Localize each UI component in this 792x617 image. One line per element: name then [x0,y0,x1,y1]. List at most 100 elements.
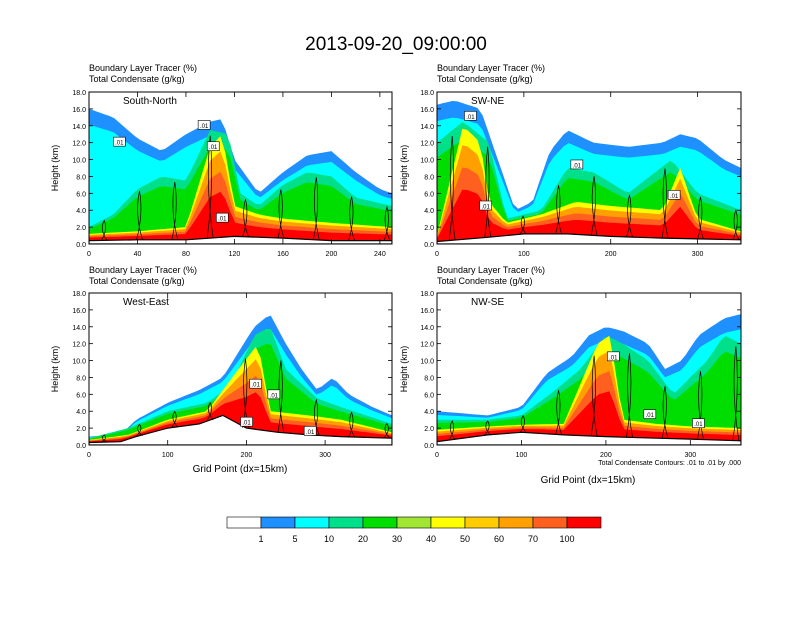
terrain [89,414,392,445]
condensate-contours [100,135,391,241]
contour-label-box [240,416,253,427]
y-tick-label: 16.0 [420,107,434,114]
y-tick-label: 6.0 [76,392,86,399]
contour-label-box [607,351,620,362]
y-tick-label: 8.0 [424,375,434,382]
colorbar-label: 50 [460,534,470,544]
y-tick-label: 4.0 [76,409,86,416]
y-tick-label: 4.0 [76,208,86,215]
panel-header-tracer: Boundary Layer Tracer (%) [89,265,197,275]
tracer-band-100 [437,189,741,242]
colorbar-label: 60 [494,534,504,544]
contour-label: .01 [646,413,655,419]
contour-line [590,176,598,236]
y-tick-label: 12.0 [72,141,86,148]
y-tick-label: 8.0 [424,174,434,181]
contour-line [626,352,633,438]
colorbar-label: 1 [258,534,263,544]
x-tick-label: 200 [326,251,338,258]
contour-label-box [667,190,681,200]
contour-line [348,196,355,241]
contour-label: .01 [209,145,218,151]
y-axis-label: Height (km) [399,145,409,192]
contour-line [484,420,491,436]
x-tick-label: 0 [87,452,91,459]
x-tick-label: 300 [319,452,331,459]
panel-header-condensate: Total Condensate (g/kg) [437,276,533,286]
x-tick-label: 40 [134,251,142,258]
y-tick-label: 2.0 [424,225,434,232]
contour-line [136,190,143,240]
contour-line [697,196,704,240]
contour-line [277,360,285,433]
contour-label: .01 [218,217,227,223]
contour-line [206,135,214,239]
plot-frame [436,91,742,245]
contour-line [555,185,562,234]
y-tick-label: 10.0 [420,158,434,165]
tracer-field: .01 .01 .01 [437,314,741,445]
contour-line [277,189,285,239]
x-tick-label: 200 [605,251,617,258]
terrain [89,235,392,244]
contour-line [242,199,249,237]
colorbar-label: 40 [426,534,436,544]
contour-label-box [197,120,211,130]
y-tick-label: 18.0 [420,291,434,298]
y-tick-label: 14.0 [72,325,86,332]
contour-line [555,390,562,435]
contour-label-box [206,141,220,152]
plot-frame [88,91,393,245]
y-tick-label: 18.0 [420,90,434,97]
x-axis-label: Grid Point (dx=15km) [541,475,636,486]
contour-line [242,358,249,428]
y-tick-label: 16.0 [72,107,86,114]
contour-label: .01 [573,163,582,169]
plot-area-sw-ne: .01 .01 .01 .01 SW-NE 0.0 2.0 4.0 6.0 8.0 10.0 12.0… [420,90,742,258]
contour-label-box [464,111,477,121]
colorbar-swatch [226,516,262,529]
plot-area-west-east: .01 .01 .01 .01 West-East 0.0 2.0 4.0 6.0 8.0 10.0… [72,291,393,459]
contour-line [171,410,179,428]
y-tick-label: 6.0 [76,191,86,198]
contour-label-box [479,200,492,211]
tracer-band-100 [89,191,392,241]
y-tick-label: 2.0 [76,426,86,433]
colorbar-label: 10 [324,534,334,544]
y-tick-label: 0.0 [76,443,86,450]
colorbar-label: 20 [358,534,368,544]
contour-line [100,219,108,241]
contour-label: .01 [270,393,279,399]
y-tick-label: 2.0 [76,225,86,232]
condensate-contours [448,135,740,241]
x-tick-label: 0 [435,251,439,258]
contour-line [383,205,391,241]
y-tick-label: 12.0 [420,141,434,148]
contour-label: .01 [242,421,251,427]
colorbar-label: 100 [559,534,574,544]
contour-label: .01 [609,355,618,361]
contour-line [732,208,740,240]
panel-nw-se: Boundary Layer Tracer (%) Total Condensa… [399,265,742,486]
contour-line [171,181,179,240]
colorbar-label: 70 [528,534,538,544]
y-tick-label: 4.0 [424,208,434,215]
colorbar-label: 30 [392,534,402,544]
y-tick-label: 8.0 [76,375,86,382]
x-tick-label: 300 [692,251,704,258]
contour-line [448,420,456,440]
colorbar-swatch [396,516,432,529]
colorbar-swatch [260,516,296,529]
contour-line [590,355,598,437]
panel-west-east: Boundary Layer Tracer (%) Total Condensa… [50,265,393,475]
y-tick-label: 6.0 [424,191,434,198]
y-tick-label: 0.0 [424,242,434,249]
tracer-field: .01 .01 .01 .01 [89,108,392,244]
contour-label-box [692,418,705,429]
plot-area-south-north: .01 .01 .01 .01 South-North 0.0 2.0 4.0 6.0 8.0 10… [72,90,393,258]
panel-label: West-East [123,297,169,308]
y-tick-label: 10.0 [420,359,434,366]
y-tick-label: 10.0 [72,359,86,366]
tracer-band-30 [89,146,392,241]
